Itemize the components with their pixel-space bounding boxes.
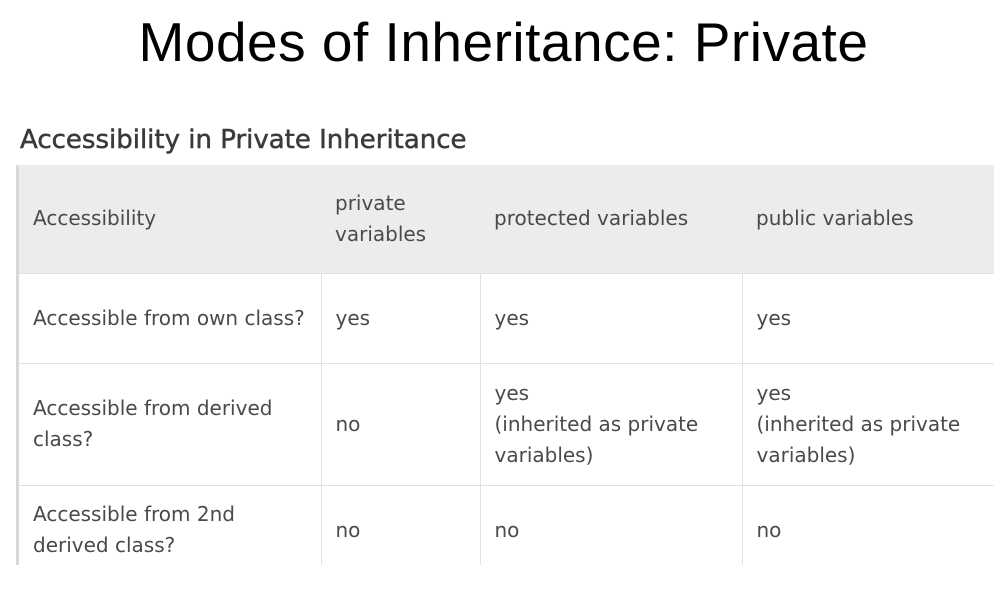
table-row: Accessible from derived class? no yes (i… [19, 363, 994, 485]
section-heading: Accessibility in Private Inheritance [20, 125, 467, 156]
row-label: Accessible from 2nd derived class? [19, 485, 322, 565]
cell-private: no [321, 485, 481, 565]
cell-protected-value: yes [494, 380, 530, 405]
cell-public: yes (inherited as private variables) [742, 363, 994, 485]
row-label: Accessible from own class? [19, 273, 322, 363]
cell-public: yes [756, 305, 792, 330]
accessibility-table-container: Accessibility private variables protecte… [16, 165, 1007, 565]
header-protected-variables: protected variables [494, 206, 689, 231]
table-row: Accessible from own class? yes yes yes [19, 273, 994, 363]
header-accessibility: Accessibility [33, 206, 157, 231]
header-private-variables: private variables [335, 190, 427, 246]
row-label: Accessible from derived class? [19, 363, 322, 485]
cell-public-note: (inherited as private variables) [756, 411, 961, 467]
table-header-row: Accessibility private variables protecte… [19, 165, 994, 273]
cell-protected: yes [480, 273, 743, 363]
cell-protected: yes (inherited as private variables) [480, 363, 743, 485]
cell-public-value: yes [756, 380, 792, 405]
cell-private: yes [321, 273, 481, 363]
cell-protected-note: (inherited as private variables) [494, 411, 699, 467]
accessibility-table: Accessibility private variables protecte… [19, 165, 994, 565]
header-public-variables: public variables [756, 206, 914, 231]
table-row: Accessible from 2nd derived class? no no… [19, 485, 994, 565]
cell-public: no [756, 517, 782, 542]
slide-title: Modes of Inheritance: Private [138, 11, 869, 73]
cell-private: no [321, 363, 481, 485]
cell-protected: no [480, 485, 743, 565]
